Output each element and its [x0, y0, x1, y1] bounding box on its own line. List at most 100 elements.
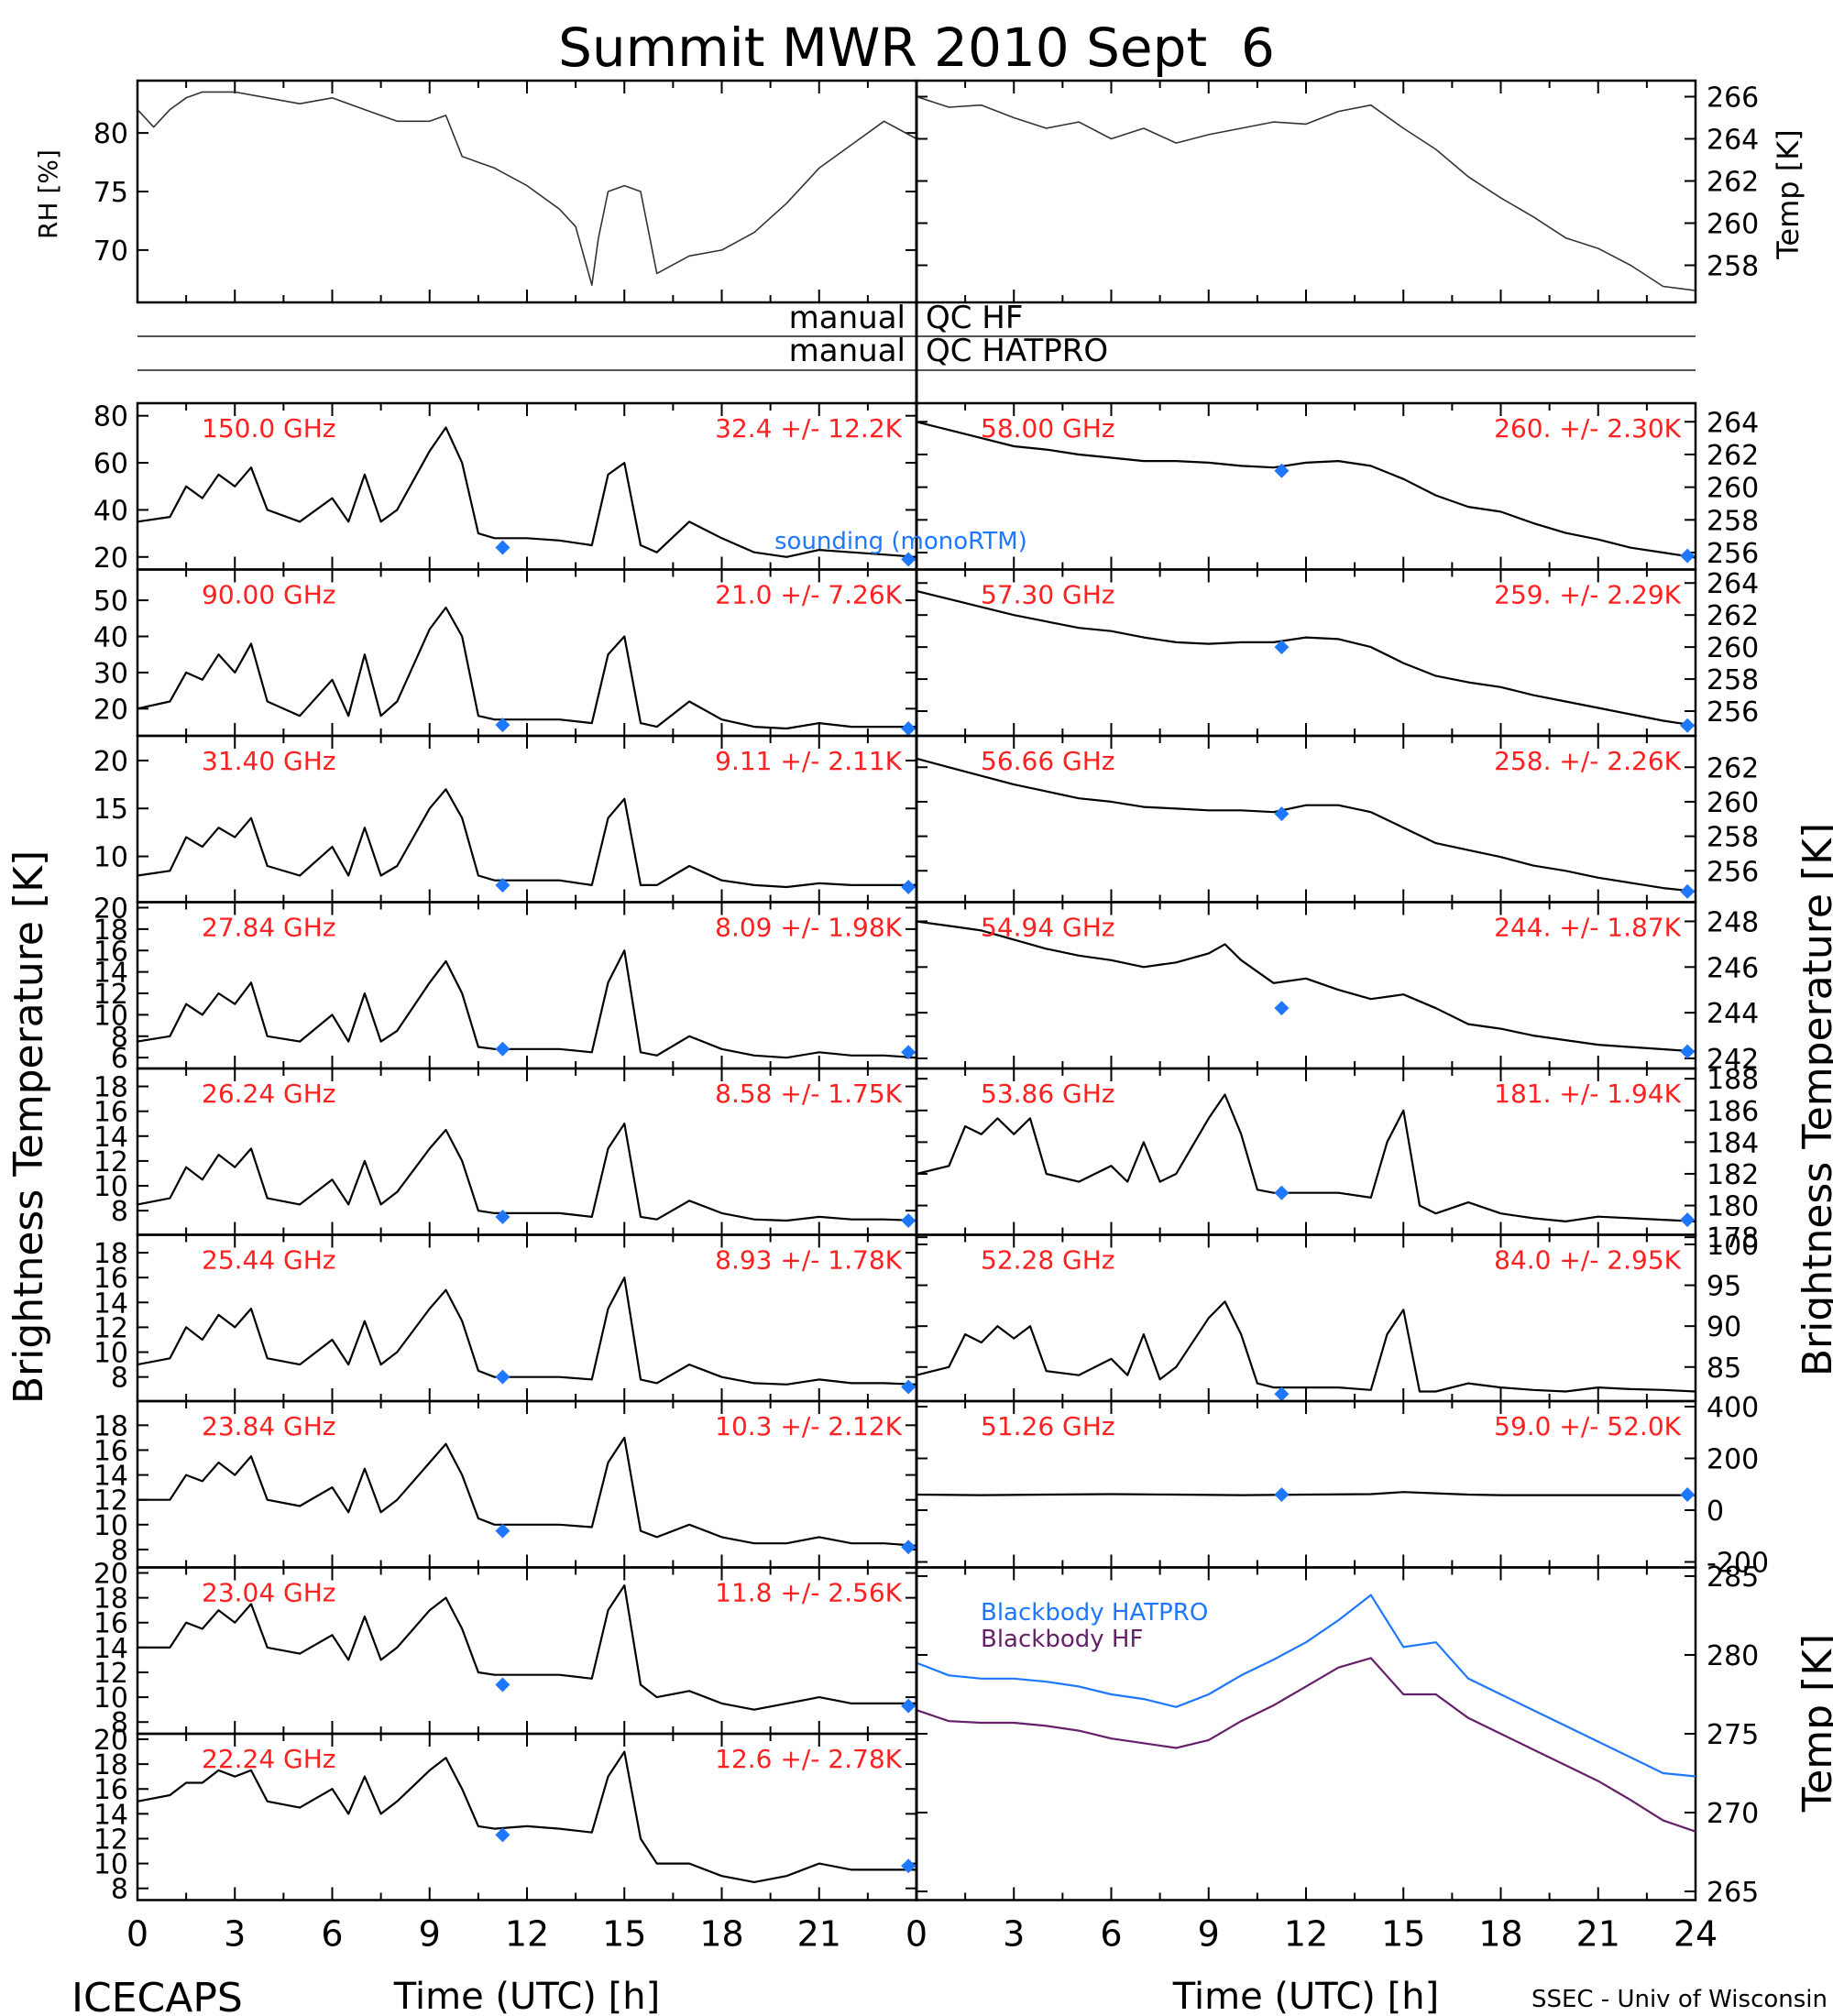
ytick-label: 20 — [93, 893, 128, 926]
xtick-label: 15 — [602, 1914, 646, 1955]
ytick-label: 0 — [1707, 1496, 1724, 1528]
ytick-label: 400 — [1707, 1392, 1759, 1424]
xtick-label: 6 — [1100, 1914, 1122, 1955]
ytick-label: 262 — [1707, 167, 1759, 199]
sounding-marker — [1274, 640, 1290, 655]
footer-left-xlabel: Time (UTC) [h] — [393, 1976, 660, 2016]
ytick-label: 15 — [93, 794, 128, 826]
series-line-hatpro — [916, 1594, 1696, 1778]
ytick-label: 18 — [93, 915, 128, 947]
ytick-label: 14 — [93, 958, 128, 990]
freq-label: 54.94 GHz — [981, 913, 1115, 943]
panel-tb90: 20 30 40 50 90.00 GHz 21.0 +/- 7.26K — [93, 568, 918, 738]
ytick-label: 258 — [1707, 822, 1759, 854]
ytick-label: 16 — [93, 1263, 128, 1295]
ytick-label: 12 — [93, 979, 128, 1011]
ytick-label: 60 — [93, 448, 128, 480]
xtick-label: 24 — [1674, 1914, 1718, 1955]
ytick-label: 270 — [1707, 1798, 1759, 1830]
sounding-marker — [1680, 718, 1696, 733]
stats-label: 59.0 +/- 52.0K — [1494, 1411, 1681, 1441]
series-line-tb5730 — [916, 589, 1696, 727]
sounding-marker — [1680, 1212, 1696, 1228]
ytick-label: 95 — [1707, 1271, 1741, 1303]
ytick-label: 12 — [93, 1312, 128, 1344]
rh-axis-label: RH [%] — [33, 149, 63, 239]
ytick-label: 182 — [1707, 1159, 1759, 1191]
footer-ssec: SSEC - Univ of Wisconsin — [1531, 1986, 1828, 2013]
panel-bb: 265 270 275 280 285 — [915, 1561, 1759, 1909]
ytick-label: 188 — [1707, 1064, 1759, 1096]
qc-hatpro-right: QC HATPRO — [926, 333, 1108, 369]
panel-tb150: 20 40 60 80 150.0 GHz 32.4 +/- 12.2K — [93, 401, 918, 575]
series-line-tb150 — [137, 426, 917, 558]
ytick-label: 20 — [93, 694, 128, 726]
xtick-label: 9 — [419, 1914, 441, 1955]
freq-label: 23.84 GHz — [202, 1411, 336, 1441]
ytick-label: 18 — [93, 1749, 128, 1781]
stats-label: 260. +/- 2.30K — [1494, 413, 1681, 444]
legend-bb-hf: Blackbody HF — [981, 1626, 1143, 1653]
stats-label: 11.8 +/- 2.56K — [715, 1578, 902, 1608]
ytick-label: 8 — [111, 1196, 128, 1228]
stats-label: 258. +/- 2.26K — [1494, 746, 1681, 776]
xtick-label: 18 — [1478, 1914, 1522, 1955]
ytick-label: 16 — [93, 1608, 128, 1640]
ytick-label: 14 — [93, 1461, 128, 1493]
sounding-marker — [495, 540, 510, 555]
sounding-marker — [901, 721, 916, 737]
ytick-label: 242 — [1707, 1044, 1759, 1076]
ytick-label: 80 — [93, 118, 128, 150]
xtick-label: 0 — [126, 1914, 148, 1955]
ytick-label: 10 — [93, 1510, 128, 1542]
panel-temp_top: 258 260 262 264 266 — [915, 79, 1759, 304]
xtick-label: 9 — [1198, 1914, 1220, 1955]
ytick-label: 248 — [1707, 906, 1759, 938]
qc-hatpro-left: manual — [789, 333, 906, 369]
figure-title: Summit MWR 2010 Sept 6 — [558, 16, 1275, 79]
series-line-rh — [137, 91, 917, 287]
ytick-label: 258 — [1707, 505, 1759, 537]
sounding-marker — [1680, 548, 1696, 564]
ytick-label: 18 — [93, 1238, 128, 1270]
xtick-label: 12 — [505, 1914, 549, 1955]
freq-label: 57.30 GHz — [981, 580, 1115, 610]
series-line-tb2544 — [137, 1276, 917, 1386]
stats-label: 32.4 +/- 12.2K — [715, 413, 902, 444]
ytick-label: 8 — [111, 1535, 128, 1567]
ytick-label: 262 — [1707, 752, 1759, 784]
ytick-label: 30 — [93, 658, 128, 690]
ytick-label: 265 — [1707, 1877, 1759, 1909]
ytick-label: 10 — [93, 1171, 128, 1203]
xtick-label: 21 — [797, 1914, 841, 1955]
ytick-label: 10 — [93, 1000, 128, 1032]
qc-hf-right: QC HF — [926, 300, 1023, 336]
ytick-label: 90 — [1707, 1311, 1741, 1343]
frame-temp_top — [915, 79, 1697, 304]
series-line-tb5800 — [916, 421, 1696, 559]
sounding-marker — [1274, 1001, 1290, 1016]
panel-tb3140: 10 15 20 31.40 GHz 9.11 +/- 2.11K — [93, 734, 918, 904]
ytick-label: 16 — [93, 1435, 128, 1467]
series-line-tb2784 — [137, 949, 917, 1059]
panel-tb5126: -200 0 200 400 51.26 GHz 59.0 +/- 52.0K — [915, 1392, 1769, 1580]
ytick-label: 260 — [1707, 787, 1759, 819]
series-line-hf — [916, 1657, 1696, 1833]
ytick-label: 264 — [1707, 407, 1759, 439]
freq-label: 58.00 GHz — [981, 413, 1115, 444]
panel-rh: 70 75 80 — [93, 79, 918, 304]
stats-label: 8.58 +/- 1.75K — [715, 1079, 902, 1109]
series-line-tb2304 — [137, 1583, 916, 1711]
sounding-marker — [495, 1209, 510, 1224]
ytick-label: 50 — [93, 586, 128, 618]
sounding-marker — [1680, 1044, 1696, 1059]
ytick-label: 12 — [93, 1485, 128, 1517]
ytick-label: 275 — [1707, 1719, 1759, 1751]
stats-label: 9.11 +/- 2.11K — [715, 746, 902, 776]
freq-label: 31.40 GHz — [202, 746, 336, 776]
ytick-label: 20 — [93, 1559, 128, 1591]
